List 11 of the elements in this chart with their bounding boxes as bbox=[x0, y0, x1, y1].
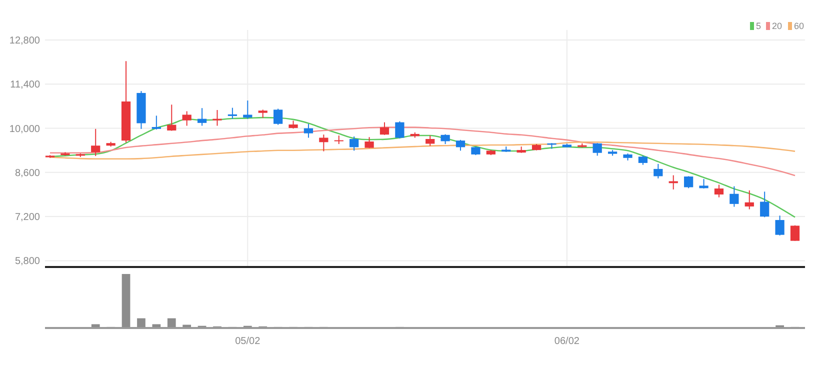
legend-label: 60 bbox=[794, 21, 804, 32]
legend-label: 5 bbox=[756, 21, 762, 32]
x-tick-label: 06/02 bbox=[554, 336, 580, 347]
legend-label: 20 bbox=[772, 21, 782, 32]
y-tick-label: 5,800 bbox=[14, 256, 40, 268]
y-tick-label: 8,600 bbox=[14, 168, 40, 179]
y-tick-label: 10,000 bbox=[9, 124, 40, 135]
y-tick-label: 7,200 bbox=[14, 212, 40, 224]
y-tick-label: 12,800 bbox=[9, 36, 40, 46]
y-tick-label: 11,400 bbox=[10, 80, 40, 91]
x-tick-label: 05/02 bbox=[235, 336, 261, 347]
